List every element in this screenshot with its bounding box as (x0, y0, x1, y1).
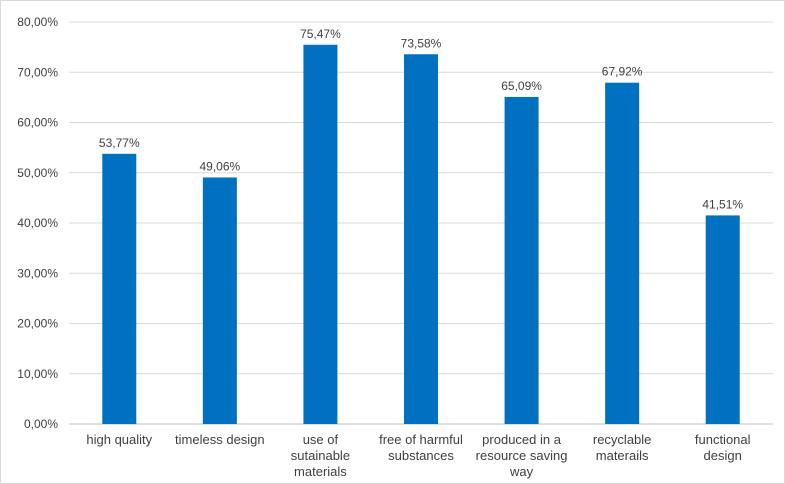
y-tick-label: 40,00% (17, 216, 58, 230)
category-label: use of (303, 432, 339, 447)
category-label: resource saving (476, 448, 568, 463)
data-label: 53,77% (99, 136, 140, 150)
data-label: 65,09% (501, 79, 542, 93)
y-tick-label: 50,00% (17, 166, 58, 180)
category-label: substances (388, 448, 454, 463)
y-tick-label: 0,00% (24, 417, 58, 431)
data-label: 73,58% (401, 36, 442, 50)
category-label: recyclable (593, 432, 652, 447)
data-label: 75,47% (300, 27, 341, 41)
data-label: 67,92% (602, 65, 643, 79)
category-label: sutainable (291, 448, 350, 463)
data-label: 49,06% (200, 159, 241, 173)
bar (404, 54, 438, 425)
bar (303, 44, 338, 425)
y-tick-label: 80,00% (17, 15, 58, 29)
bar (705, 215, 740, 424)
category-label: high quality (86, 432, 152, 447)
y-tick-label: 20,00% (17, 317, 58, 331)
y-tick-label: 30,00% (17, 266, 58, 280)
category-label: materials (294, 464, 347, 479)
category-label: design (704, 448, 742, 463)
category-label: timeless design (175, 432, 265, 447)
category-label: produced in a (482, 432, 562, 447)
y-tick-label: 10,00% (17, 367, 58, 381)
bar (504, 96, 539, 424)
category-label: free of harmful (379, 432, 463, 447)
bar (202, 177, 237, 424)
bar (102, 153, 137, 424)
bar (605, 82, 640, 425)
category-label: way (509, 464, 534, 479)
y-tick-label: 70,00% (17, 65, 58, 79)
data-label: 41,51% (702, 197, 743, 211)
category-label: materails (596, 448, 649, 463)
y-tick-label: 60,00% (17, 116, 58, 130)
category-label: functional (695, 432, 751, 447)
